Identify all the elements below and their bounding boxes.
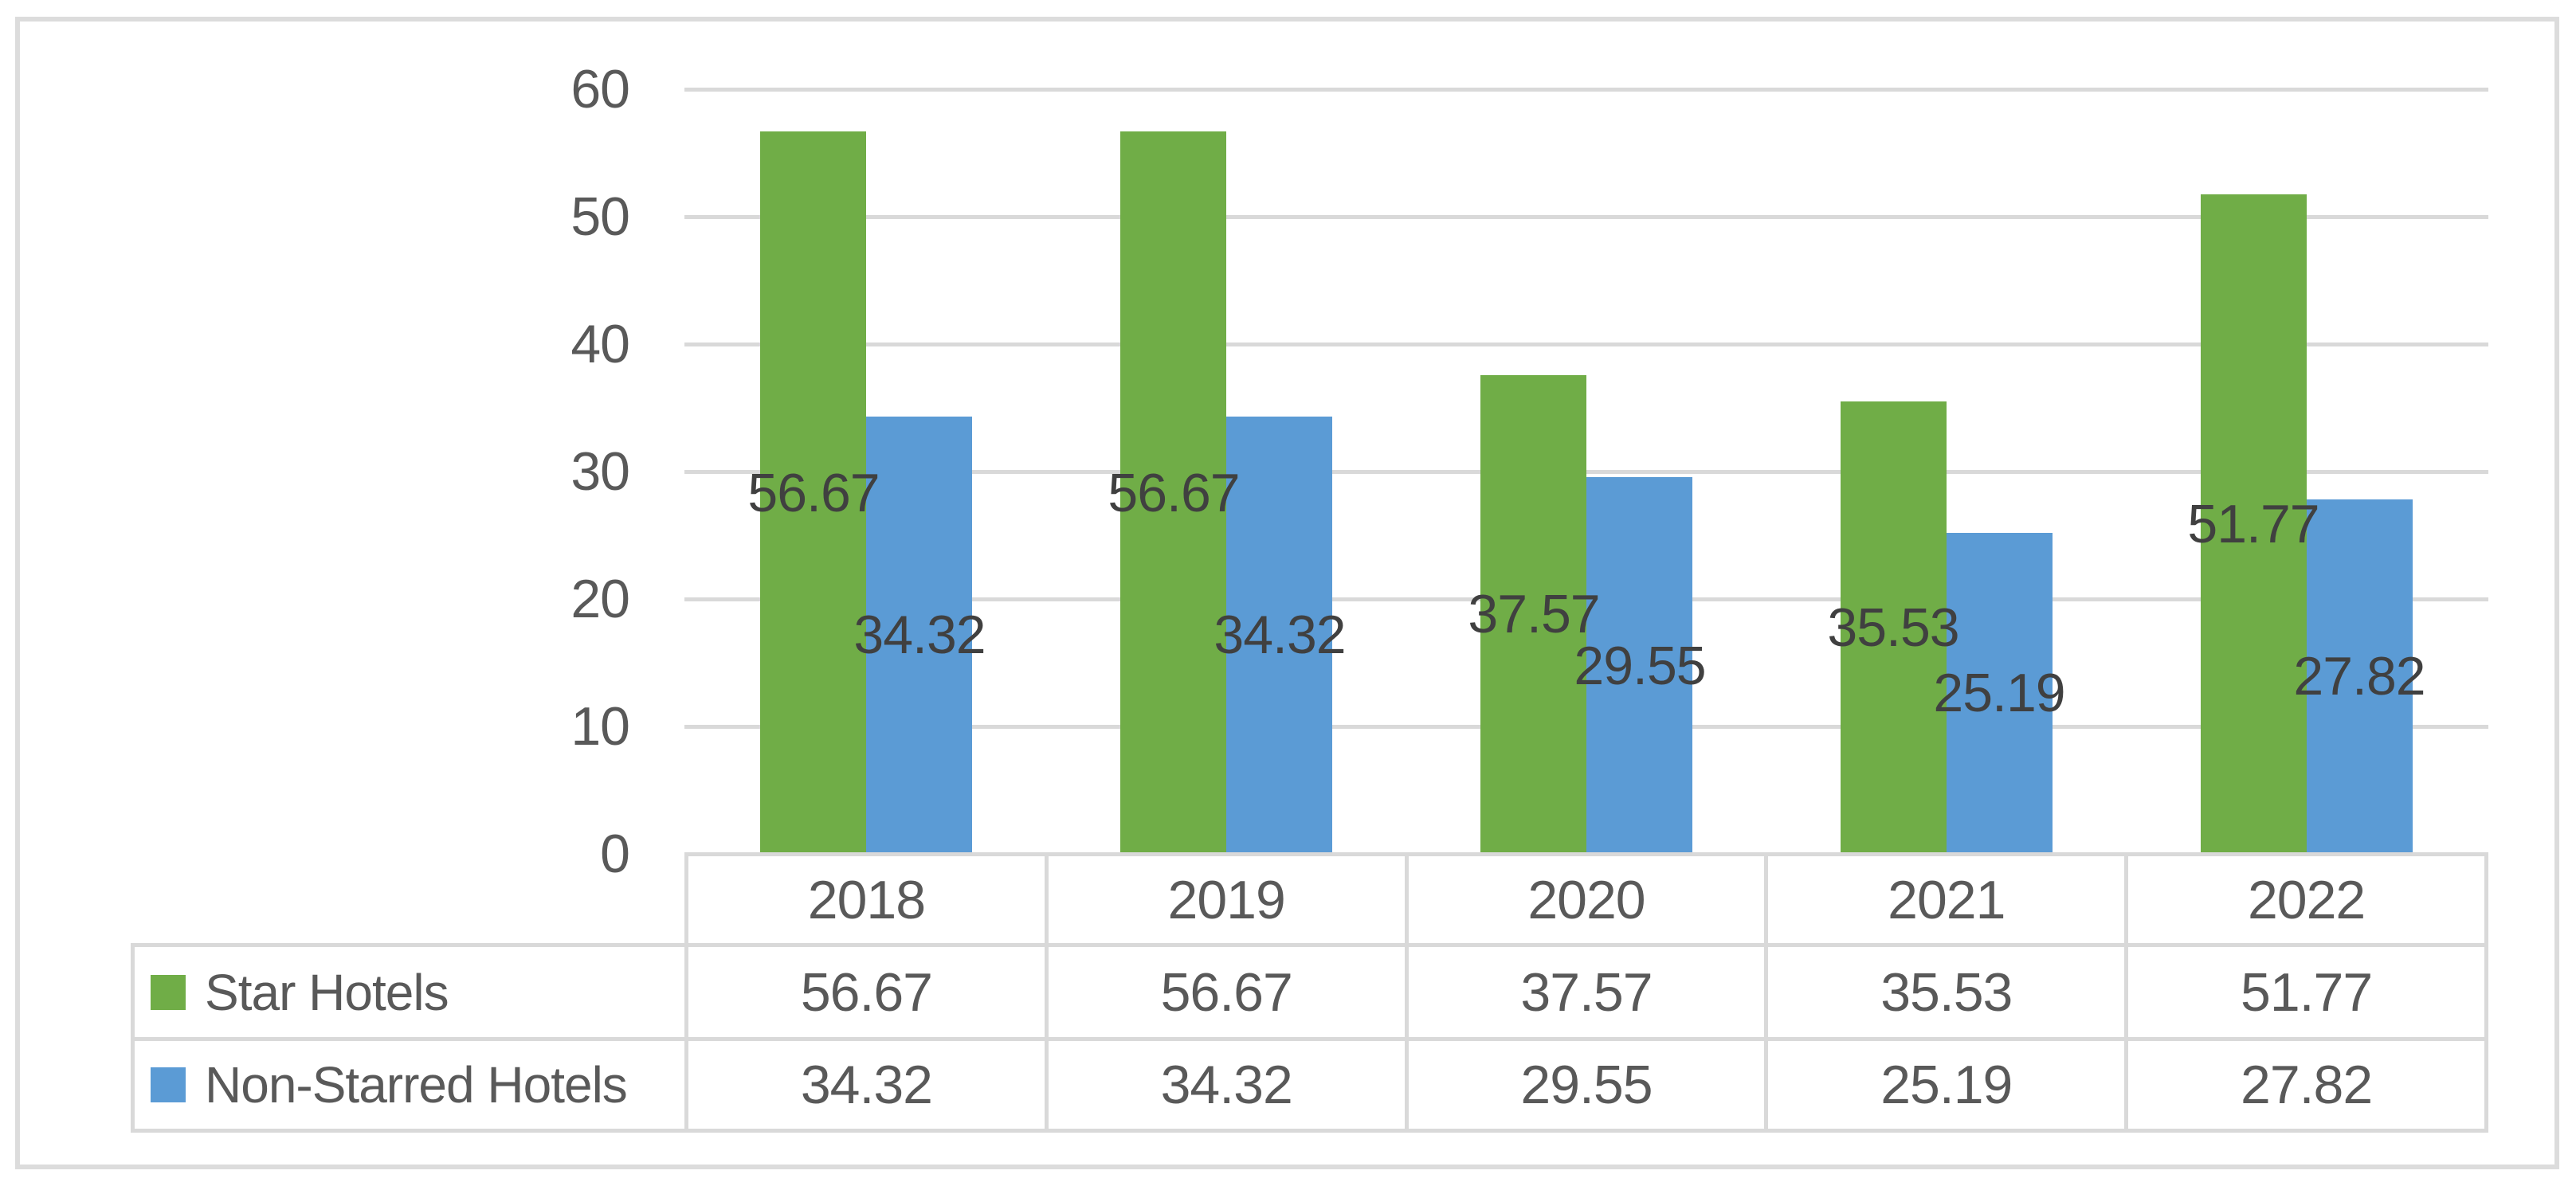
bar-star-hotels-2022 — [2201, 194, 2307, 854]
gridline-60 — [684, 88, 2488, 92]
y-tick-label-10: 10 — [570, 696, 630, 757]
gridline-30 — [684, 470, 2488, 474]
value-cell-non-starred-hotels-2019: 34.32 — [1048, 1041, 1405, 1129]
bar-label-star-hotels-2022: 51.77 — [2187, 494, 2319, 554]
bar-star-hotels-2018 — [760, 131, 866, 854]
bar-label-star-hotels-2020: 37.57 — [1468, 584, 1600, 644]
gridline-50 — [684, 215, 2488, 219]
bar-label-star-hotels-2019: 56.67 — [1108, 463, 1240, 523]
y-tick-label-60: 60 — [570, 59, 630, 119]
bar-star-hotels-2019 — [1120, 131, 1226, 854]
y-tick-label-50: 50 — [570, 186, 630, 247]
legend-cell-star-hotels: Star Hotels — [135, 947, 684, 1037]
bar-label-non-starred-hotels-2018: 34.32 — [853, 605, 986, 665]
bar-non-starred-hotels-2022 — [2307, 499, 2413, 854]
value-cell-star-hotels-2018: 56.67 — [688, 947, 1045, 1037]
y-tick-label-40: 40 — [570, 314, 630, 374]
bar-non-starred-hotels-2018 — [866, 417, 972, 854]
year-cell-2020: 2020 — [1408, 856, 1765, 943]
value-cell-non-starred-hotels-2022: 27.82 — [2128, 1041, 2484, 1129]
bar-label-non-starred-hotels-2019: 34.32 — [1214, 605, 1346, 665]
y-tick-label-20: 20 — [570, 569, 630, 629]
data-table-legend-column: Star Hotels Non-Starred Hotels — [131, 943, 688, 1133]
bar-label-non-starred-hotels-2022: 27.82 — [2293, 646, 2425, 707]
value-cell-non-starred-hotels-2018: 34.32 — [688, 1041, 1045, 1129]
bar-non-starred-hotels-2021 — [1947, 533, 2053, 854]
year-cell-2022: 2022 — [2128, 856, 2484, 943]
year-cell-2019: 2019 — [1048, 856, 1405, 943]
legend-label-star-hotels: Star Hotels — [205, 963, 449, 1021]
legend-swatch-non-starred-hotels — [151, 1067, 186, 1102]
y-tick-label-30: 30 — [570, 441, 630, 502]
value-cell-star-hotels-2021: 35.53 — [1768, 947, 2125, 1037]
legend-cell-non-starred-hotels: Non-Starred Hotels — [135, 1041, 684, 1129]
bar-label-non-starred-hotels-2021: 25.19 — [1933, 663, 2065, 723]
bar-star-hotels-2021 — [1841, 401, 1947, 854]
value-cell-star-hotels-2019: 56.67 — [1048, 947, 1405, 1037]
value-cell-star-hotels-2022: 51.77 — [2128, 947, 2484, 1037]
value-cell-non-starred-hotels-2020: 29.55 — [1408, 1041, 1765, 1129]
gridline-40 — [684, 343, 2488, 346]
year-cell-2018: 2018 — [688, 856, 1045, 943]
bar-label-star-hotels-2021: 35.53 — [1827, 597, 1959, 658]
data-table-year-grid: 2018 2019 2020 2021 2022 56.67 56.67 37.57 35.53… — [684, 852, 2488, 1133]
bar-non-starred-hotels-2019 — [1226, 417, 1332, 854]
y-tick-label-0: 0 — [600, 824, 630, 884]
legend-label-non-starred-hotels: Non-Starred Hotels — [205, 1056, 628, 1114]
year-cell-2021: 2021 — [1768, 856, 2125, 943]
bar-label-star-hotels-2018: 56.67 — [747, 463, 880, 523]
bar-label-non-starred-hotels-2020: 29.55 — [1574, 636, 1706, 696]
bar-star-hotels-2020 — [1480, 375, 1586, 854]
value-cell-non-starred-hotels-2021: 25.19 — [1768, 1041, 2125, 1129]
value-cell-star-hotels-2020: 37.57 — [1408, 947, 1765, 1037]
bar-non-starred-hotels-2020 — [1586, 477, 1692, 854]
legend-swatch-star-hotels — [151, 974, 186, 1010]
